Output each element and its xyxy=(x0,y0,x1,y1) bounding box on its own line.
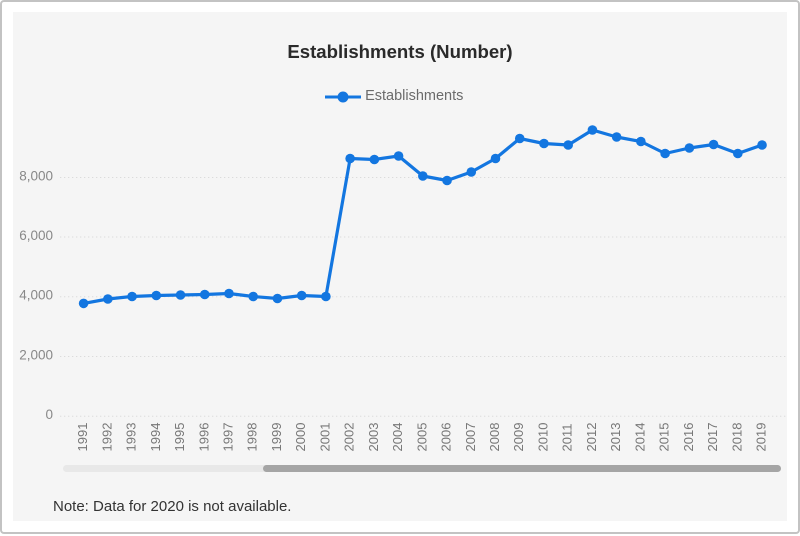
svg-text:6,000: 6,000 xyxy=(19,228,53,243)
svg-text:2016: 2016 xyxy=(681,423,696,452)
svg-text:1996: 1996 xyxy=(196,423,211,452)
svg-text:4,000: 4,000 xyxy=(19,288,53,303)
svg-text:2012: 2012 xyxy=(584,423,599,452)
svg-text:2017: 2017 xyxy=(705,423,720,452)
svg-text:1998: 1998 xyxy=(245,423,260,452)
svg-text:2001: 2001 xyxy=(317,423,332,452)
svg-text:1997: 1997 xyxy=(220,423,235,452)
svg-text:2002: 2002 xyxy=(342,423,357,452)
svg-text:0: 0 xyxy=(45,407,53,422)
svg-text:1992: 1992 xyxy=(99,423,114,452)
svg-text:1991: 1991 xyxy=(75,423,90,452)
svg-text:1999: 1999 xyxy=(269,423,284,452)
svg-text:1994: 1994 xyxy=(148,423,163,452)
svg-text:2004: 2004 xyxy=(390,423,405,452)
svg-text:2010: 2010 xyxy=(535,423,550,452)
svg-text:2007: 2007 xyxy=(463,423,478,452)
svg-text:2003: 2003 xyxy=(366,423,381,452)
svg-text:1993: 1993 xyxy=(124,423,139,452)
svg-text:2011: 2011 xyxy=(560,424,575,452)
svg-text:2009: 2009 xyxy=(511,423,526,452)
svg-text:2013: 2013 xyxy=(608,423,623,452)
svg-text:1995: 1995 xyxy=(172,423,187,452)
svg-text:2018: 2018 xyxy=(729,423,744,452)
svg-text:2,000: 2,000 xyxy=(19,347,53,362)
svg-text:2015: 2015 xyxy=(657,423,672,452)
svg-text:2008: 2008 xyxy=(487,423,502,452)
svg-text:2006: 2006 xyxy=(439,423,454,452)
svg-text:2005: 2005 xyxy=(414,423,429,452)
svg-text:2019: 2019 xyxy=(754,423,769,452)
svg-text:8,000: 8,000 xyxy=(19,168,53,183)
svg-text:2000: 2000 xyxy=(293,423,308,452)
svg-text:2014: 2014 xyxy=(632,423,647,452)
